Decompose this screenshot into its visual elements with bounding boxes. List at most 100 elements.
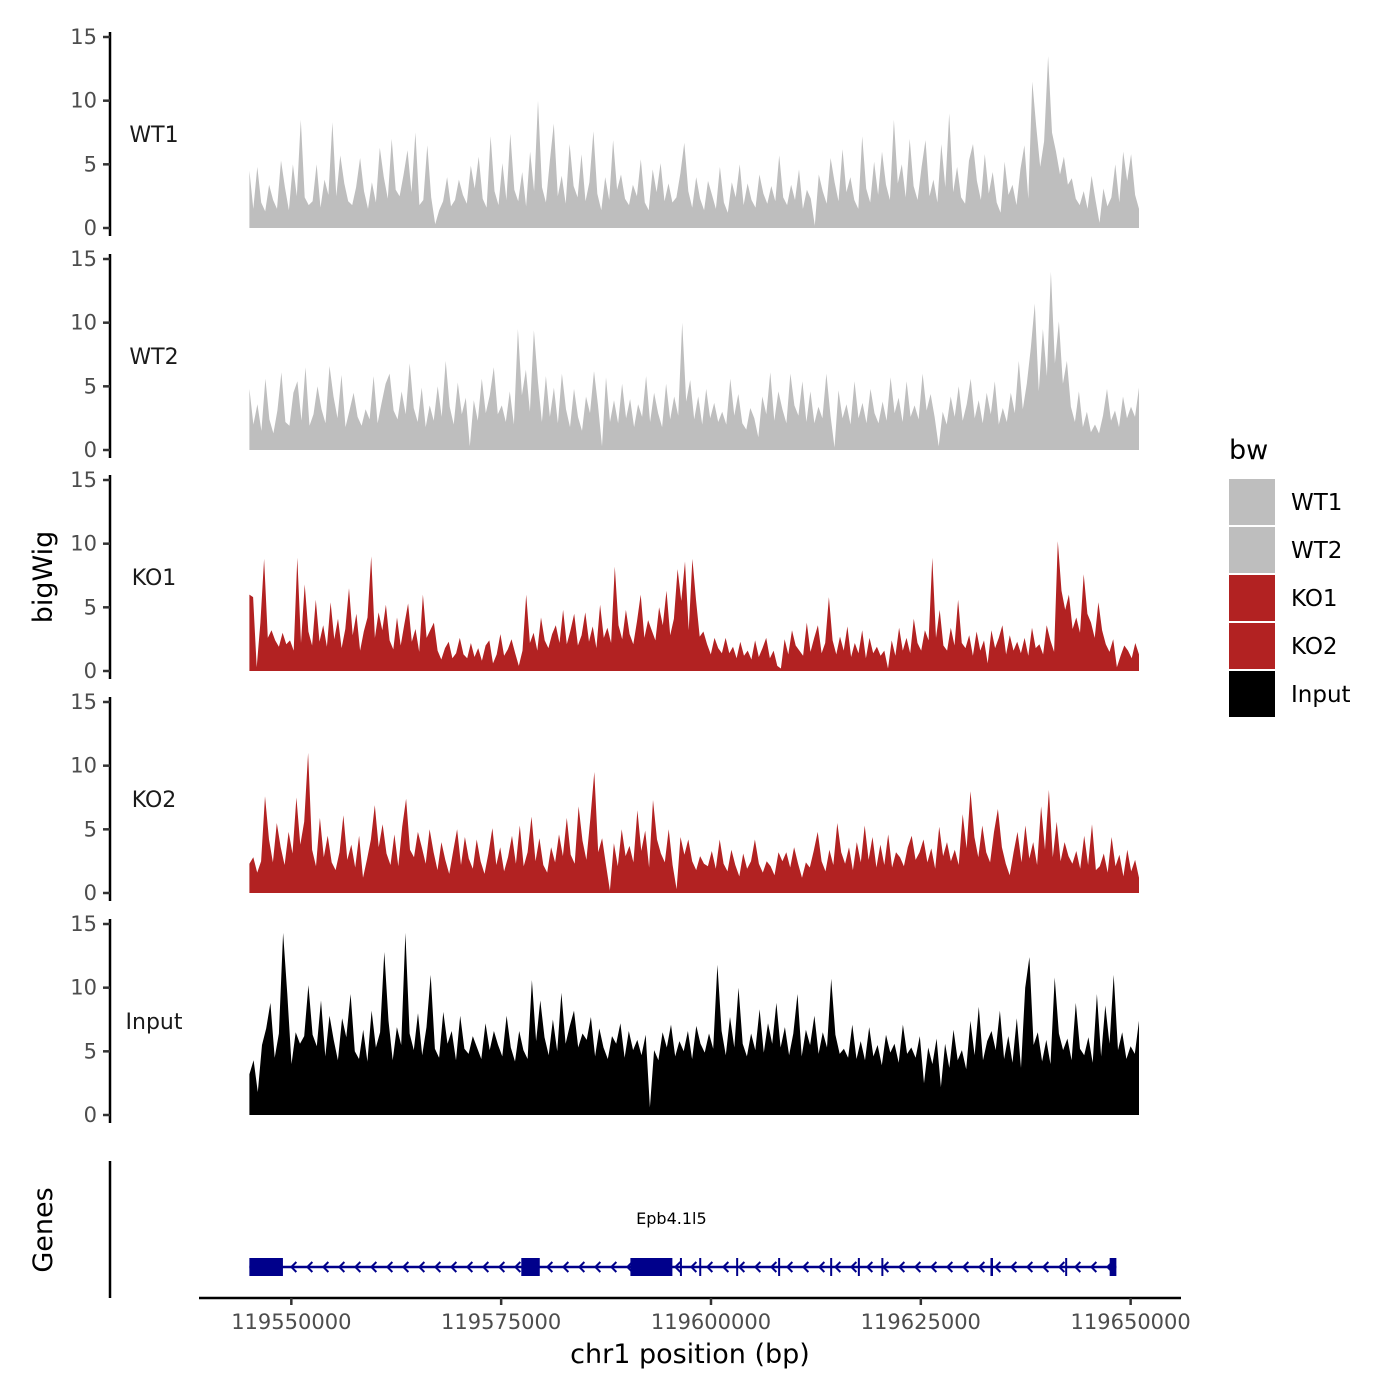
- y-tick-label-input-15: 15: [70, 912, 97, 936]
- strand-chevron: [1073, 1261, 1082, 1273]
- x-tick-label-119600000: 119600000: [651, 1310, 771, 1334]
- gene-exon-5: [699, 1258, 702, 1276]
- x-axis: 119550000 119575000 119600000 119625000 1196…: [199, 1296, 1191, 1334]
- legend-label-ko2: KO2: [1291, 634, 1338, 660]
- strand-chevron: [449, 1261, 458, 1273]
- track-panel-ko1: 0 5 10 15 KO1: [70, 468, 1139, 683]
- gene-exon-9: [857, 1258, 860, 1276]
- gene-exon-4: [679, 1258, 682, 1276]
- gene-name-label: Epb4.1l5: [636, 1209, 707, 1228]
- strand-chevron: [561, 1261, 570, 1273]
- x-tick-label-119550000: 119550000: [231, 1310, 351, 1334]
- y-tick-label-wt1-0: 0: [84, 216, 97, 240]
- legend-label-input: Input: [1291, 682, 1351, 708]
- gene-exon-7: [778, 1258, 781, 1276]
- strand-chevron: [497, 1261, 506, 1273]
- strand-chevron: [545, 1261, 554, 1273]
- strand-chevron: [961, 1261, 970, 1273]
- strand-chevron: [673, 1261, 682, 1273]
- legend-key-input: [1229, 671, 1275, 717]
- y-tick-label-input-5: 5: [84, 1039, 97, 1063]
- strand-chevron: [897, 1261, 906, 1273]
- strand-chevron: [321, 1261, 330, 1273]
- legend-label-ko1: KO1: [1291, 586, 1338, 612]
- legend-label-wt2: WT2: [1291, 538, 1342, 564]
- gene-exon-2: [521, 1258, 540, 1276]
- strand-chevron: [865, 1261, 874, 1273]
- strand-chevron: [817, 1261, 826, 1273]
- legend-label-wt1: WT1: [1291, 490, 1342, 516]
- strand-chevron: [369, 1261, 378, 1273]
- gene-exon-10: [881, 1258, 884, 1276]
- y-tick-label-wt1-5: 5: [84, 152, 97, 176]
- y-tick-label-wt2-15: 15: [70, 247, 97, 271]
- strand-chevron: [385, 1261, 394, 1273]
- strand-chevron: [977, 1261, 986, 1273]
- y-tick-label-ko1-5: 5: [84, 595, 97, 619]
- gene-track: Epb4.1l5: [108, 1161, 1117, 1298]
- y-tick-label-wt2-5: 5: [84, 374, 97, 398]
- legend-title: bw: [1229, 435, 1268, 466]
- gene-exon-3: [630, 1258, 673, 1276]
- strand-chevron: [737, 1261, 746, 1273]
- x-tick-label-119625000: 119625000: [861, 1310, 981, 1334]
- gene-track-title: Genes: [28, 1187, 59, 1272]
- coverage-area-ko2: [249, 752, 1139, 893]
- legend-key-ko1: [1229, 575, 1275, 621]
- strand-chevron: [769, 1261, 778, 1273]
- gene-exon-1: [249, 1258, 283, 1276]
- strand-chevron: [337, 1261, 346, 1273]
- strand-chevron: [289, 1261, 298, 1273]
- legend-key-wt2: [1229, 527, 1275, 573]
- gene-exon-8: [830, 1258, 833, 1276]
- strand-chevron: [785, 1261, 794, 1273]
- coverage-tracks: 0 5 10 15 WT1 0 5 10 15 WT2 0 5 10 15 KO1 0 5 10 15 KO2 0 5 10…: [70, 25, 1139, 1127]
- gene-exon-12: [1065, 1258, 1068, 1276]
- strand-chevron: [1009, 1261, 1018, 1273]
- y-tick-label-ko2-15: 15: [70, 690, 97, 714]
- strand-chevron: [993, 1261, 1002, 1273]
- track-label-wt2: WT2: [129, 345, 178, 370]
- strand-chevron: [401, 1261, 410, 1273]
- strand-chevron: [705, 1261, 714, 1273]
- strand-chevron: [465, 1261, 474, 1273]
- legend-key-wt1: [1229, 479, 1275, 525]
- track-label-wt1: WT1: [129, 123, 178, 148]
- y-tick-label-ko2-5: 5: [84, 817, 97, 841]
- y-tick-label-wt2-10: 10: [70, 311, 97, 335]
- track-panel-input: 0 5 10 15 Input: [70, 912, 1139, 1127]
- strand-chevron: [945, 1261, 954, 1273]
- y-tick-label-input-10: 10: [70, 976, 97, 1000]
- y-tick-label-ko1-15: 15: [70, 468, 97, 492]
- gene-exon-6: [736, 1258, 739, 1276]
- strand-chevron: [1057, 1261, 1066, 1273]
- strand-chevron: [833, 1261, 842, 1273]
- strand-chevron: [577, 1261, 586, 1273]
- y-tick-label-ko2-10: 10: [70, 754, 97, 778]
- strand-chevron: [753, 1261, 762, 1273]
- track-panel-wt2: 0 5 10 15 WT2: [70, 247, 1139, 462]
- y-axis-title: bigWig: [28, 531, 59, 624]
- coverage-area-ko1: [249, 541, 1139, 671]
- x-tick-label-119650000: 119650000: [1071, 1310, 1191, 1334]
- strand-chevron: [609, 1261, 618, 1273]
- track-panel-wt1: 0 5 10 15 WT1: [70, 25, 1139, 240]
- strand-chevron: [1041, 1261, 1050, 1273]
- x-axis-title: chr1 position (bp): [570, 1339, 810, 1370]
- track-label-ko1: KO1: [132, 566, 177, 591]
- strand-chevron: [929, 1261, 938, 1273]
- strand-chevron: [305, 1261, 314, 1273]
- strand-chevron: [1025, 1261, 1034, 1273]
- x-tick-label-119575000: 119575000: [441, 1310, 561, 1334]
- legend-key-ko2: [1229, 623, 1275, 669]
- strand-chevron: [481, 1261, 490, 1273]
- track-label-ko2: KO2: [132, 788, 177, 813]
- strand-chevron: [913, 1261, 922, 1273]
- y-tick-label-ko2-0: 0: [84, 881, 97, 905]
- legend: bw WT1 WT2 KO1 KO2 Input: [1229, 435, 1351, 717]
- strand-chevron: [513, 1261, 522, 1273]
- strand-chevron: [1089, 1261, 1098, 1273]
- y-tick-label-ko1-10: 10: [70, 532, 97, 556]
